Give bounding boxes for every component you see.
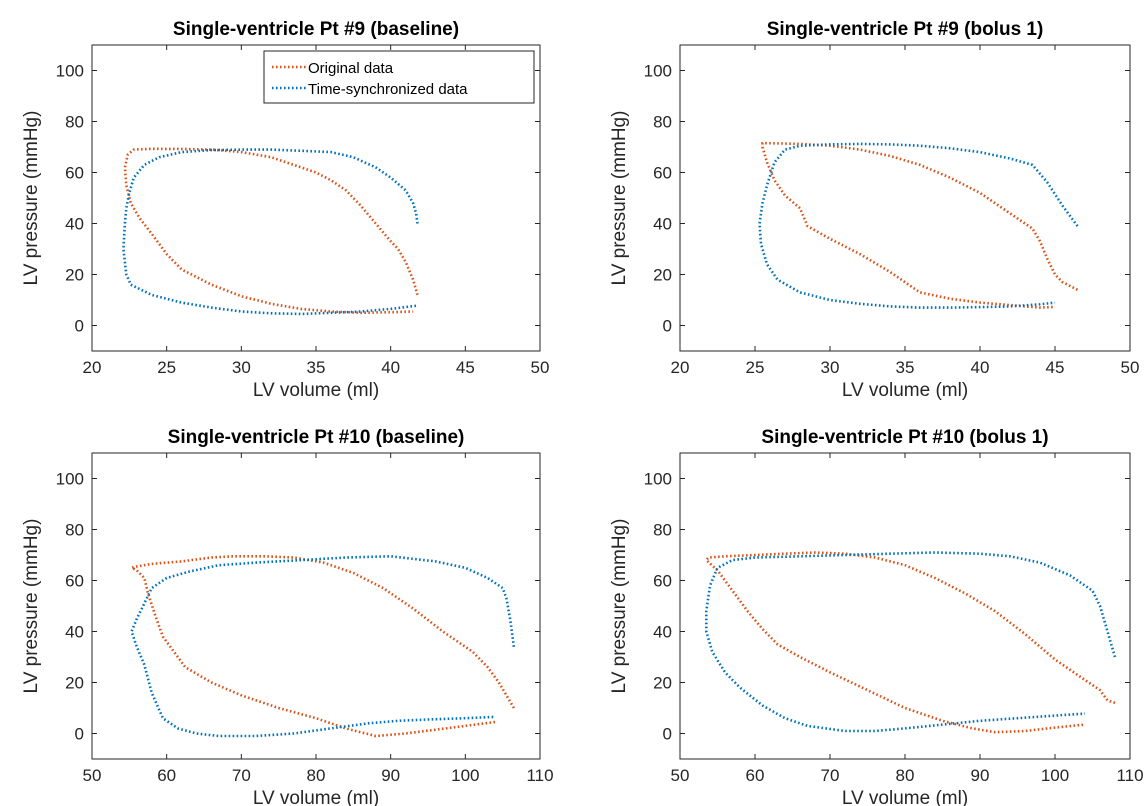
y-tick-label: 20 bbox=[653, 266, 672, 285]
y-tick-label: 60 bbox=[653, 572, 672, 591]
x-tick-label: 100 bbox=[451, 766, 479, 785]
x-axis-label: LV volume (ml) bbox=[842, 380, 968, 401]
axes-box bbox=[91, 452, 541, 760]
x-tick-label: 70 bbox=[232, 766, 251, 785]
x-tick-label: 90 bbox=[381, 766, 400, 785]
legend-box bbox=[263, 50, 535, 104]
chart-title: Single-ventricle Pt #10 (bolus 1) bbox=[761, 427, 1048, 448]
y-tick-label: 100 bbox=[56, 62, 84, 81]
chart-title: Single-ventricle Pt #10 (baseline) bbox=[168, 427, 465, 448]
subplot-4: 50 60 70 80 90 100 110 0 20 40 60 80 100 Single-ventr… bbox=[609, 427, 1144, 806]
series-line-time-synchronized bbox=[130, 554, 516, 738]
x-tick-label: 30 bbox=[821, 358, 840, 377]
legend-entry: Time-synchronized data bbox=[308, 81, 468, 98]
y-tick-label: 20 bbox=[653, 674, 672, 693]
x-tick-label: 110 bbox=[1116, 766, 1143, 785]
x-tick-label: 100 bbox=[1041, 766, 1069, 785]
axes-box bbox=[679, 44, 1131, 352]
y-tick-label: 80 bbox=[653, 521, 672, 540]
y-tick-label: 100 bbox=[644, 470, 672, 489]
x-tick-label: 90 bbox=[971, 766, 990, 785]
legend-entry: Original data bbox=[308, 60, 394, 77]
series-line-original bbox=[761, 141, 1079, 309]
y-axis-label: LV pressure (mmHg) bbox=[609, 519, 630, 694]
y-tick-label: 40 bbox=[65, 215, 84, 234]
y-tick-label: 40 bbox=[65, 623, 84, 642]
y-tick-label: 0 bbox=[75, 725, 84, 744]
series-line-time-synchronized bbox=[758, 142, 1079, 309]
x-tick-label: 80 bbox=[307, 766, 326, 785]
y-tick-label: 80 bbox=[653, 113, 672, 132]
chart-title: Single-ventricle Pt #9 (baseline) bbox=[173, 19, 459, 40]
series-line-time-synchronized bbox=[122, 148, 419, 316]
y-tick-label: 0 bbox=[663, 317, 672, 336]
y-tick-label: 100 bbox=[644, 62, 672, 81]
x-tick-label: 35 bbox=[307, 358, 326, 377]
y-tick-label: 100 bbox=[56, 470, 84, 489]
x-tick-label: 60 bbox=[746, 766, 765, 785]
y-tick-label: 40 bbox=[653, 623, 672, 642]
x-tick-label: 50 bbox=[531, 358, 550, 377]
x-tick-label: 25 bbox=[157, 358, 176, 377]
x-tick-label: 50 bbox=[671, 766, 690, 785]
x-tick-label: 50 bbox=[83, 766, 102, 785]
x-tick-label: 80 bbox=[896, 766, 915, 785]
x-axis-label: LV volume (ml) bbox=[842, 788, 968, 806]
x-tick-label: 20 bbox=[671, 358, 690, 377]
y-tick-label: 20 bbox=[65, 266, 84, 285]
y-tick-label: 60 bbox=[65, 572, 84, 591]
legend: Original data Time-synchronized data bbox=[263, 50, 535, 104]
x-tick-label: 110 bbox=[526, 766, 553, 785]
y-tick-label: 0 bbox=[663, 725, 672, 744]
x-axis-label: LV volume (ml) bbox=[253, 380, 379, 401]
subplot-1: 20 25 30 35 40 45 50 0 20 40 60 80 100 Single-ventric… bbox=[21, 19, 549, 401]
x-tick-label: 60 bbox=[157, 766, 176, 785]
series-line-original bbox=[127, 555, 516, 738]
y-tick-label: 80 bbox=[65, 113, 84, 132]
y-tick-label: 40 bbox=[653, 215, 672, 234]
y-axis-label: LV pressure (mmHg) bbox=[609, 111, 630, 286]
x-tick-label: 40 bbox=[381, 358, 400, 377]
x-tick-label: 25 bbox=[746, 358, 765, 377]
y-axis-label: LV pressure (mmHg) bbox=[21, 111, 42, 286]
series-line-original bbox=[123, 147, 419, 315]
x-tick-label: 45 bbox=[456, 358, 475, 377]
subplot-2: 20 25 30 35 40 45 50 0 20 40 60 80 100 Single-ventric… bbox=[609, 19, 1139, 401]
x-tick-label: 35 bbox=[896, 358, 915, 377]
y-tick-label: 0 bbox=[75, 317, 84, 336]
axes-box bbox=[679, 452, 1131, 760]
y-tick-label: 20 bbox=[65, 674, 84, 693]
y-tick-label: 60 bbox=[65, 164, 84, 183]
x-tick-label: 45 bbox=[1046, 358, 1065, 377]
x-tick-label: 30 bbox=[232, 358, 251, 377]
x-tick-label: 40 bbox=[971, 358, 990, 377]
y-axis-label: LV pressure (mmHg) bbox=[21, 519, 42, 694]
chart-title: Single-ventricle Pt #9 (bolus 1) bbox=[767, 19, 1044, 40]
y-tick-label: 80 bbox=[65, 521, 84, 540]
x-axis-label: LV volume (ml) bbox=[253, 788, 379, 806]
subplot-3: 50 60 70 80 90 100 110 0 20 40 60 80 100 Single-ventr… bbox=[21, 427, 554, 806]
x-tick-label: 70 bbox=[821, 766, 840, 785]
x-tick-label: 20 bbox=[83, 358, 102, 377]
y-tick-label: 60 bbox=[653, 164, 672, 183]
x-tick-label: 50 bbox=[1121, 358, 1140, 377]
